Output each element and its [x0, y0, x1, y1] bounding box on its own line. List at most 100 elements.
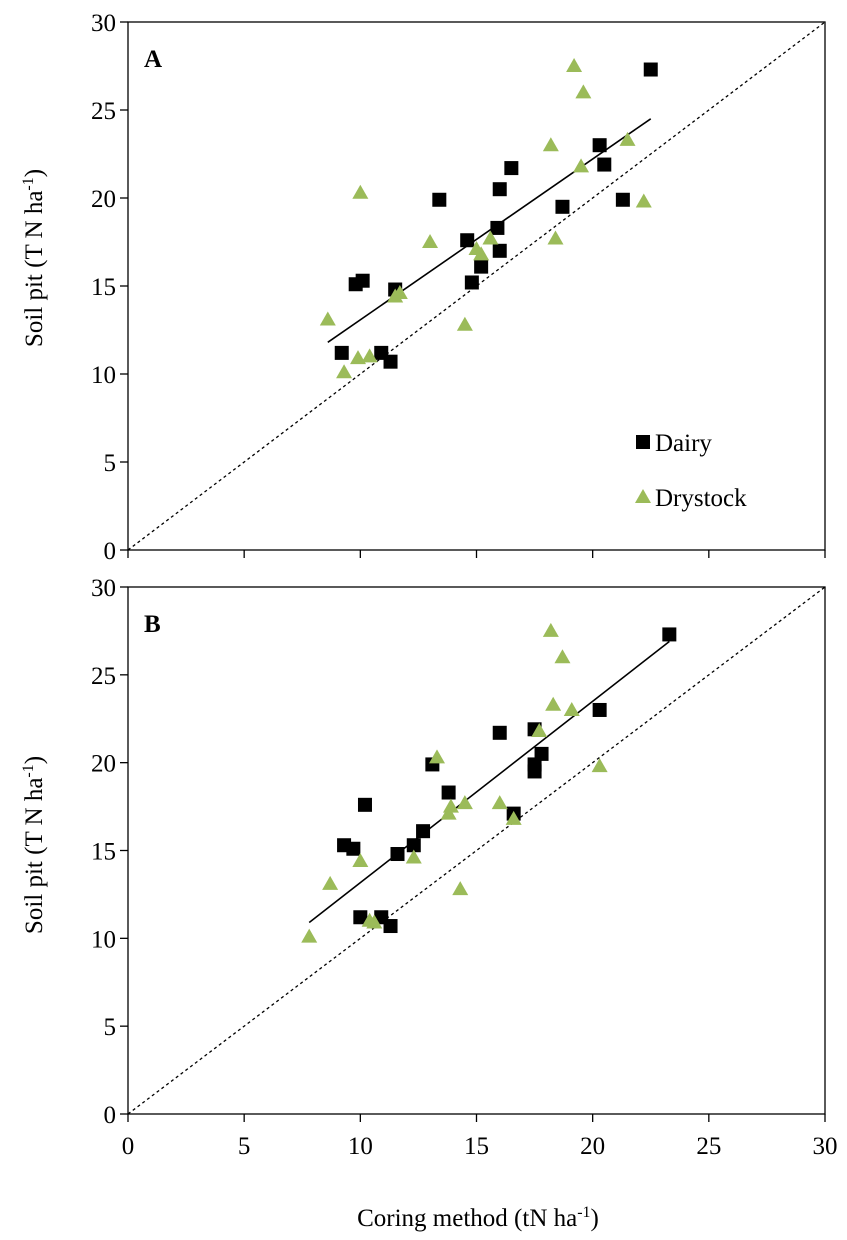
x-tick-label: 25 — [696, 1133, 721, 1160]
data-point-drystock — [352, 184, 369, 199]
data-point-drystock — [322, 875, 339, 890]
trendline-dairy — [308, 640, 670, 924]
data-point-dairy — [334, 345, 349, 360]
data-point-drystock — [542, 622, 559, 637]
legend-dairy-label: Dairy — [655, 430, 712, 457]
series-drystock — [319, 58, 652, 379]
data-point-dairy — [432, 192, 447, 207]
y-tick-label: 5 — [104, 450, 117, 477]
y-tick-label: 15 — [91, 839, 116, 866]
legend-drystock-marker — [635, 489, 651, 503]
y-tick-label: 20 — [91, 751, 116, 778]
data-point-drystock — [442, 798, 459, 813]
data-point-drystock — [531, 723, 548, 738]
x-axis-title-superscript: -1 — [577, 1204, 590, 1221]
data-point-dairy — [492, 725, 507, 740]
x-tick-label: 5 — [238, 1133, 251, 1160]
legend: Dairy Drystock — [635, 430, 747, 512]
legend-drystock-label: Drystock — [655, 485, 747, 512]
x-tick-label: 30 — [813, 1133, 838, 1160]
data-point-drystock — [352, 853, 369, 868]
data-point-drystock — [366, 914, 383, 929]
x-tick-label: 0 — [122, 1133, 135, 1160]
data-point-drystock — [319, 311, 336, 326]
panel-a: 0 5 10 15 20 25 30 A Soil pit (T N ha-1) Dairy Dry… — [20, 10, 826, 565]
data-point-dairy — [597, 157, 612, 172]
data-point-dairy — [555, 199, 570, 214]
data-point-dairy — [416, 824, 431, 839]
y-tick-label: 20 — [91, 186, 116, 213]
data-point-drystock — [336, 364, 353, 379]
data-point-dairy — [474, 259, 489, 274]
data-point-drystock — [429, 749, 446, 764]
data-point-drystock — [452, 881, 469, 896]
data-point-drystock — [554, 649, 571, 664]
y-tick-label: 10 — [91, 926, 116, 953]
data-point-drystock — [422, 234, 439, 248]
y-tick-label: 30 — [91, 10, 116, 37]
legend-dairy-marker — [636, 435, 650, 449]
y-tick-label: 25 — [91, 98, 116, 125]
data-point-drystock — [566, 58, 583, 72]
data-point-drystock — [573, 158, 590, 173]
one-to-one-line — [127, 586, 826, 1115]
one-to-one-line — [127, 21, 826, 551]
y-tick-label: 30 — [91, 575, 116, 602]
panel-label: A — [144, 46, 162, 73]
data-point-dairy — [383, 354, 398, 369]
y-tick-label: 10 — [91, 362, 116, 389]
y-tick-label: 0 — [104, 538, 117, 565]
y-axis-title-superscript: -1 — [20, 764, 37, 777]
x-tick-label: 20 — [580, 1133, 605, 1160]
data-point-drystock — [563, 701, 580, 716]
x-tick-label: 10 — [348, 1133, 373, 1160]
data-point-dairy — [346, 841, 361, 856]
data-point-drystock — [456, 316, 473, 331]
data-point-drystock — [473, 246, 490, 261]
data-point-dairy — [357, 797, 372, 812]
data-point-dairy — [490, 220, 505, 235]
data-point-drystock — [350, 350, 367, 365]
data-point-dairy — [353, 910, 368, 925]
data-point-dairy — [464, 275, 479, 290]
series-dairy — [337, 627, 677, 934]
data-point-dairy — [441, 785, 456, 800]
trendline-dairy — [327, 118, 652, 343]
y-tick-label: 0 — [104, 1102, 117, 1129]
data-point-dairy — [527, 757, 542, 772]
data-point-dairy — [355, 273, 370, 288]
data-point-dairy — [504, 161, 519, 176]
data-point-dairy — [592, 138, 607, 153]
y-tick-label: 25 — [91, 663, 116, 690]
y-axis-title: Soil pit (T N ha-1) — [20, 756, 48, 934]
series-drystock — [301, 622, 608, 943]
data-point-dairy — [534, 746, 549, 761]
series-dairy — [334, 62, 658, 369]
data-point-dairy — [643, 62, 658, 77]
data-point-drystock — [619, 131, 636, 146]
data-point-drystock — [505, 810, 522, 825]
data-point-drystock — [456, 795, 473, 810]
data-point-dairy — [492, 243, 507, 258]
data-point-dairy — [383, 919, 398, 934]
data-point-drystock — [591, 758, 608, 773]
data-point-drystock — [301, 928, 318, 943]
data-point-drystock — [575, 84, 592, 99]
data-point-drystock — [391, 285, 408, 300]
data-point-dairy — [615, 192, 630, 207]
y-axis-title: Soil pit (T N ha-1) — [20, 169, 48, 347]
data-point-drystock — [491, 795, 508, 810]
data-point-dairy — [406, 838, 421, 853]
y-tick-label: 5 — [104, 1014, 117, 1041]
data-point-drystock — [635, 193, 652, 208]
data-point-drystock — [547, 230, 564, 245]
panels-group: 0 5 10 15 20 25 30 A Soil pit (T N ha-1) Dairy Dry… — [20, 10, 838, 1160]
x-tick-label: 15 — [464, 1133, 489, 1160]
data-point-dairy — [492, 182, 507, 197]
y-axis-title-superscript: -1 — [20, 177, 37, 190]
panel-label: B — [144, 611, 161, 638]
data-point-dairy — [592, 702, 607, 717]
data-point-drystock — [405, 849, 422, 864]
data-point-drystock — [482, 230, 499, 245]
